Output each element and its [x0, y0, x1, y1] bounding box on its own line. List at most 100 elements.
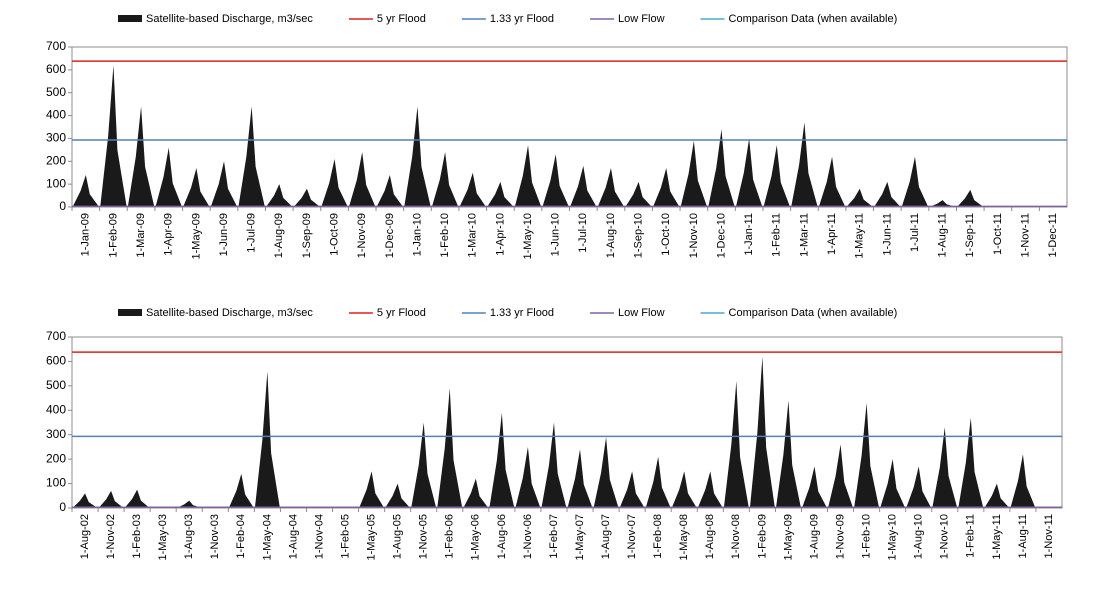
- x-tick-label: 1-Nov-03: [209, 514, 221, 559]
- discharge-spike: [487, 181, 514, 207]
- x-tick-label: 1-Feb-07: [548, 514, 560, 559]
- discharge-spike: [801, 466, 828, 508]
- discharge-spike: [72, 175, 100, 207]
- x-tick-label: 1-Aug-06: [496, 514, 508, 559]
- y-tick-label: 300: [46, 427, 66, 441]
- discharge-spike: [155, 147, 183, 207]
- x-tick-label: 1-Oct-10: [660, 213, 672, 256]
- x-tick-label: 1-Feb-11: [965, 514, 977, 558]
- discharge-spike: [697, 471, 723, 508]
- legend-label: Low Flow: [618, 13, 665, 25]
- x-tick-label: 1-Jul-11: [909, 213, 921, 252]
- discharge-spike: [348, 152, 376, 207]
- x-tick-label: 1-Apr-11: [826, 213, 838, 255]
- discharge-spike: [763, 145, 791, 207]
- x-tick-label: 1-Feb-08: [652, 514, 664, 559]
- chart: 0 100 200 300 400 500 600 700 1-Aug-02 1-Nov-02 1-…: [46, 307, 1063, 560]
- y-tick-label: 700: [46, 329, 66, 343]
- discharge-spike: [874, 181, 901, 207]
- x-tick-label: 1-Jan-10: [411, 213, 423, 256]
- y-tick-label: 100: [46, 476, 66, 490]
- discharge-spike: [127, 106, 155, 207]
- x-tick-label: 1-Aug-09: [273, 213, 285, 258]
- discharge-spike: [680, 140, 708, 207]
- x-tick-label: 1-Jan-11: [743, 213, 755, 256]
- discharge-spike: [238, 106, 265, 207]
- x-tick-label: 1-Nov-04: [313, 514, 325, 559]
- x-tick-label: 1-Nov-02: [105, 514, 117, 559]
- discharge-spike: [749, 356, 775, 508]
- discharge-spike: [958, 417, 984, 508]
- x-tick-label: 1-Nov-10: [939, 514, 951, 559]
- discharge-spike: [359, 471, 385, 508]
- discharge-spike: [708, 129, 735, 207]
- x-tick-label: 1-Jul-10: [577, 213, 589, 253]
- discharge-spike: [98, 490, 124, 508]
- discharge-spike: [723, 380, 749, 508]
- discharge-spike: [489, 412, 515, 508]
- discharge-spike: [828, 444, 854, 508]
- discharge-spike: [254, 371, 280, 508]
- discharge-spike: [541, 422, 567, 508]
- legend-label: Low Flow: [618, 307, 665, 319]
- x-tick-label: 1-Apr-10: [494, 213, 506, 256]
- legend-label: Comparison Data (when available): [729, 307, 898, 319]
- x-tick-label: 1-Apr-09: [163, 213, 175, 256]
- x-tick-label: 1-Aug-11: [937, 213, 949, 257]
- discharge-spike: [228, 473, 254, 508]
- x-tick-label: 1-Nov-08: [730, 514, 742, 559]
- chart: 0 100 200 300 400 500 600 700 1-Jan-09 1-Feb-09 1-…: [46, 13, 1068, 259]
- discharge-spike: [385, 483, 411, 508]
- discharge-spike: [597, 168, 625, 207]
- x-tick-label: 1-May-11: [991, 514, 1003, 560]
- discharge-spike: [183, 168, 210, 207]
- y-tick-label: 0: [59, 500, 66, 514]
- discharge-spike: [459, 172, 487, 207]
- y-tick-label: 600: [46, 62, 66, 76]
- x-tick-label: 1-Nov-11: [1019, 213, 1031, 257]
- x-tick-label: 1-Nov-09: [356, 213, 368, 258]
- x-tick-label: 1-Feb-04: [235, 514, 247, 559]
- discharge-spike: [266, 184, 293, 207]
- x-tick-label: 1-Nov-06: [522, 514, 534, 559]
- discharge-spike: [593, 437, 619, 508]
- y-tick-label: 400: [46, 108, 66, 122]
- x-tick-label: 1-Mar-09: [135, 213, 147, 258]
- x-tick-label: 1-Nov-05: [418, 514, 430, 559]
- x-tick-label: 1-Dec-11: [1047, 213, 1059, 257]
- x-tick-label: 1-Mar-10: [467, 213, 479, 258]
- x-tick-label: 1-May-08: [678, 514, 690, 560]
- y-tick-label: 500: [46, 85, 66, 99]
- x-tick-label: 1-May-06: [470, 514, 482, 560]
- discharge-spike: [791, 122, 818, 207]
- y-tick-label: 600: [46, 354, 66, 368]
- legend-label: Comparison Data (when available): [729, 13, 898, 25]
- discharge-spike: [431, 152, 459, 207]
- x-tick-label: 1-Sep-09: [301, 213, 313, 258]
- discharge-spike: [293, 188, 321, 207]
- x-tick-label: 1-May-04: [261, 514, 273, 560]
- discharge-spike: [514, 145, 542, 207]
- x-tick-label: 1-May-09: [190, 213, 202, 259]
- x-tick-label: 1-Feb-09: [107, 213, 119, 258]
- x-tick-label: 1-Dec-10: [715, 213, 727, 258]
- x-tick-label: 1-Jun-11: [881, 213, 893, 256]
- discharge-spike: [176, 500, 202, 508]
- discharge-spike: [818, 156, 846, 207]
- x-tick-label: 1-May-05: [366, 514, 378, 560]
- x-tick-label: 1-May-10: [887, 514, 899, 560]
- x-tick-label: 1-Feb-05: [339, 514, 351, 559]
- x-tick-label: 1-Nov-09: [834, 514, 846, 559]
- x-tick-label: 1-Aug-03: [183, 514, 195, 559]
- legend-label: 5 yr Flood: [377, 307, 426, 319]
- discharge-spike: [775, 400, 801, 508]
- x-tick-label: 1-Aug-11: [1017, 514, 1029, 558]
- y-tick-label: 400: [46, 402, 66, 416]
- discharge-spike: [411, 422, 437, 508]
- x-tick-label: 1-Feb-06: [444, 514, 456, 559]
- x-tick-label: 1-Nov-10: [688, 213, 700, 258]
- x-tick-label: 1-Aug-08: [704, 514, 716, 559]
- discharge-spike: [376, 175, 404, 207]
- plot-area: [71, 336, 1063, 509]
- y-tick-label: 700: [46, 39, 66, 53]
